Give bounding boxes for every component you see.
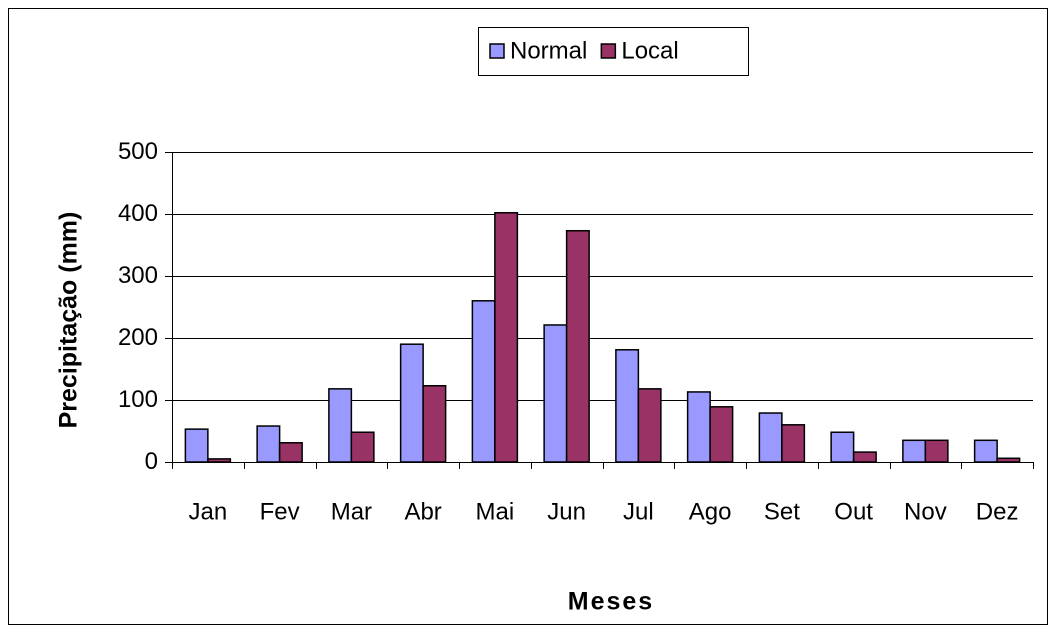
bar <box>973 439 998 463</box>
y-tick-label: 100 <box>118 386 158 413</box>
y-axis-title: Precipitação (mm) <box>55 212 83 429</box>
bar <box>565 229 590 463</box>
y-tick-label: 0 <box>145 448 158 475</box>
bar <box>471 300 496 463</box>
y-tick-label: 500 <box>118 138 158 165</box>
bar <box>902 439 927 463</box>
x-axis-title: Meses <box>568 588 654 616</box>
bar <box>830 431 855 463</box>
legend-swatch <box>489 43 505 59</box>
bar <box>328 388 353 463</box>
x-tick-label: Mar <box>331 498 372 525</box>
bar <box>184 428 209 463</box>
bar <box>494 212 519 463</box>
bar <box>422 384 447 463</box>
bar <box>996 457 1021 463</box>
x-tick-label: Jul <box>623 498 654 525</box>
x-tick-label: Fev <box>260 498 300 525</box>
y-tick-label: 200 <box>118 324 158 351</box>
x-tick-label: Out <box>834 498 873 525</box>
bar <box>781 424 806 463</box>
bar <box>399 343 424 463</box>
bar <box>852 451 877 463</box>
bar <box>709 406 734 463</box>
bar <box>758 412 783 463</box>
chart-frame <box>8 8 1048 625</box>
legend-swatch <box>600 43 617 59</box>
x-tick-label: Abr <box>404 498 441 525</box>
legend-label: Local <box>621 37 678 64</box>
bar <box>615 349 640 463</box>
y-tick-label: 300 <box>118 262 158 289</box>
bar <box>924 439 949 463</box>
x-tick-label: Set <box>764 498 800 525</box>
x-tick-label: Jan <box>189 498 228 525</box>
x-tick-label: Nov <box>904 498 947 525</box>
bar <box>543 324 568 463</box>
y-tick-label: 400 <box>118 200 158 227</box>
bar <box>350 431 375 463</box>
x-tick-label: Dez <box>976 498 1019 525</box>
x-tick-label: Mai <box>476 498 515 525</box>
x-tick-label: Jun <box>547 498 586 525</box>
x-tick-label: Ago <box>689 498 732 525</box>
bar <box>207 458 232 463</box>
bar <box>278 442 303 463</box>
bar <box>256 425 281 463</box>
bar <box>637 388 662 463</box>
bar <box>686 391 711 463</box>
legend-label: Normal <box>510 37 587 64</box>
